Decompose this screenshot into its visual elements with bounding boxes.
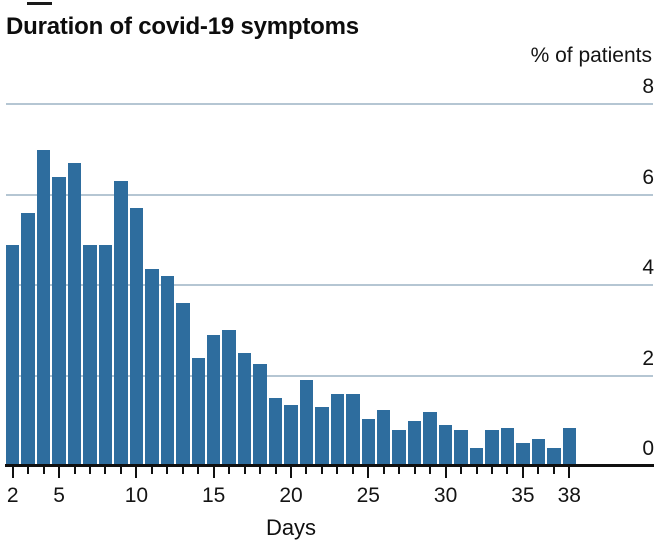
bar-day-8	[98, 244, 113, 466]
x-tick-day-6	[73, 467, 76, 474]
x-tick-day-25	[367, 467, 370, 478]
bar-day-7	[83, 244, 97, 466]
bar-day-12	[160, 276, 175, 466]
x-tick-day-30	[444, 467, 447, 478]
x-tick-day-4	[42, 467, 45, 474]
x-tick-day-11	[150, 467, 153, 474]
x-tick-day-15	[212, 467, 215, 478]
bar-day-25	[361, 418, 376, 466]
bar-day-31	[454, 429, 468, 466]
bar-day-10	[129, 208, 144, 466]
bar-day-27	[392, 429, 406, 466]
x-tick-day-23	[336, 467, 339, 474]
y-tick-label-4: 4	[642, 256, 654, 280]
top-accent-bar	[27, 2, 52, 5]
gridline-2	[6, 374, 653, 377]
bar-day-15	[206, 334, 221, 466]
x-tick-day-28	[413, 467, 416, 474]
x-tick-label-25: 25	[356, 484, 380, 507]
bar-day-23	[330, 393, 345, 466]
x-tick-day-26	[382, 467, 385, 474]
x-tick-label-35: 35	[511, 484, 535, 507]
x-tick-label-15: 15	[202, 484, 226, 507]
y-axis-unit-label: % of patients	[530, 44, 652, 67]
bar-day-28	[407, 420, 422, 466]
bar-day-32	[469, 447, 484, 466]
x-tick-day-31	[460, 467, 463, 474]
x-tick-day-5	[58, 467, 61, 478]
gridline-6	[6, 193, 653, 196]
x-tick-day-20	[290, 467, 292, 478]
x-tick-label-38: 38	[557, 484, 581, 507]
x-tick-day-9	[119, 467, 122, 474]
x-tick-day-7	[89, 467, 92, 474]
x-tick-day-33	[490, 467, 493, 474]
bar-day-22	[315, 407, 329, 466]
bar-day-13	[176, 303, 190, 466]
bar-day-4	[36, 149, 51, 466]
bar-day-19	[268, 398, 283, 466]
bar-day-36	[531, 438, 546, 466]
x-tick-day-36	[537, 467, 540, 474]
bar-day-16	[222, 330, 236, 466]
bar-day-9	[114, 181, 128, 466]
x-tick-label-2: 2	[6, 484, 19, 507]
gridline-4	[6, 284, 653, 287]
gridline-8	[6, 103, 653, 106]
y-tick-label-0: 0	[642, 437, 654, 460]
x-tick-day-19	[274, 467, 277, 474]
y-tick-label-8: 8	[642, 75, 654, 99]
x-tick-day-38	[568, 467, 571, 478]
bar-day-11	[145, 269, 159, 466]
bar-day-20	[284, 404, 298, 466]
bar-day-26	[377, 409, 391, 466]
bar-day-21	[299, 380, 314, 466]
x-tick-day-2	[11, 467, 14, 478]
x-tick-day-21	[305, 467, 308, 474]
x-tick-label-10: 10	[124, 484, 149, 507]
x-tick-day-13	[181, 467, 184, 474]
x-tick-day-27	[398, 467, 401, 474]
bar-day-37	[547, 447, 561, 466]
x-tick-label-30: 30	[433, 484, 458, 507]
x-tick-day-12	[166, 467, 169, 474]
bar-day-14	[191, 357, 205, 466]
x-tick-day-3	[27, 467, 30, 474]
x-tick-day-17	[243, 467, 246, 474]
x-tick-label-5: 5	[53, 484, 65, 507]
bar-day-33	[485, 429, 499, 466]
x-tick-day-35	[521, 467, 524, 478]
x-axis-title: Days	[265, 515, 317, 540]
bar-day-24	[346, 393, 360, 466]
x-tick-day-24	[351, 467, 354, 474]
y-tick-label-6: 6	[642, 165, 654, 189]
bar-day-3	[21, 212, 35, 466]
y-tick-label-2: 2	[642, 346, 654, 370]
x-tick-day-29	[429, 467, 432, 474]
x-tick-label-20: 20	[279, 484, 303, 507]
x-axis-line	[5, 464, 654, 467]
x-tick-day-16	[228, 467, 231, 474]
x-tick-day-22	[320, 467, 323, 474]
chart-title: Duration of covid-19 symptoms	[6, 13, 359, 40]
bar-day-2	[6, 244, 20, 466]
bar-day-35	[516, 443, 530, 466]
x-tick-day-37	[552, 467, 555, 474]
x-tick-day-18	[259, 467, 262, 474]
bar-day-18	[253, 364, 267, 466]
bar-day-34	[500, 427, 515, 466]
bar-day-17	[237, 353, 252, 466]
x-tick-day-14	[197, 467, 200, 474]
bar-day-5	[52, 176, 66, 466]
bar-day-29	[423, 411, 437, 466]
bar-day-38	[562, 427, 576, 466]
x-tick-day-10	[135, 467, 138, 478]
x-tick-day-34	[506, 467, 509, 474]
x-tick-day-8	[104, 467, 107, 474]
bar-day-30	[438, 425, 453, 466]
x-tick-day-32	[475, 467, 478, 474]
bar-day-6	[67, 163, 82, 466]
